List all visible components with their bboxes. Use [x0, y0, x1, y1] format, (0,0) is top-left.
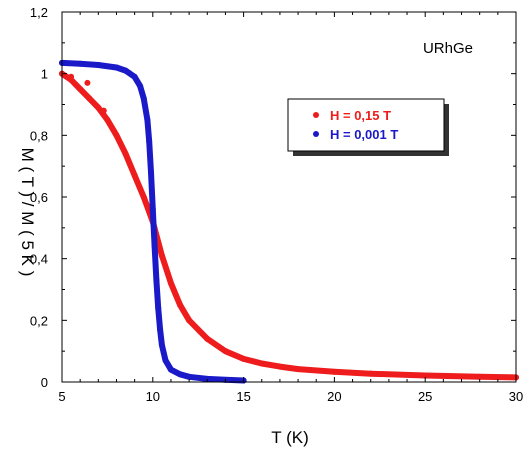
y-tick-label: 0,2	[30, 313, 48, 328]
data-point	[158, 252, 165, 259]
x-tick-label: 20	[327, 389, 341, 404]
y-tick-label: 0,6	[30, 190, 48, 205]
data-point	[95, 104, 102, 111]
data-point	[276, 363, 283, 370]
legend-marker-h015	[313, 112, 319, 118]
data-point	[104, 116, 111, 123]
data-point	[367, 370, 374, 377]
data-point	[476, 373, 483, 380]
data-point	[153, 277, 160, 284]
x-tick-label: 10	[146, 389, 160, 404]
data-point	[140, 95, 147, 102]
legend: H = 0,15 T H = 0,001 T	[287, 98, 449, 156]
y-tick-label: 1	[41, 67, 48, 82]
data-point	[157, 326, 164, 333]
data-point	[204, 335, 211, 342]
data-point	[177, 301, 184, 308]
data-point-outlier	[100, 107, 107, 114]
x-tick-label: 30	[509, 389, 523, 404]
data-point	[162, 357, 169, 364]
data-point	[186, 373, 193, 380]
data-point	[158, 342, 165, 348]
data-point	[140, 194, 147, 200]
data-point-outlier	[68, 73, 75, 80]
data-point	[86, 95, 93, 102]
legend-box	[287, 98, 445, 152]
data-point	[113, 64, 120, 71]
data-point	[77, 60, 84, 67]
y-axis-label: M ( T ) / M ( 5 K )	[18, 148, 37, 277]
data-point	[295, 366, 302, 373]
legend-label-h015: H = 0,15 T	[330, 108, 391, 123]
data-point	[155, 305, 162, 311]
labels: 5 10 15 20 25 30 0 0,2 0,4 0,6 0,8 1 1,2	[30, 5, 523, 404]
data-point	[149, 206, 156, 213]
data-point	[331, 368, 338, 375]
data-point	[258, 360, 265, 367]
y-tick-label: 0	[41, 375, 48, 390]
data-point	[122, 150, 129, 157]
data-point	[186, 317, 193, 324]
data-point	[131, 73, 138, 80]
legend-label-h0001: H = 0,001 T	[330, 127, 398, 142]
data-point	[222, 348, 229, 355]
data-point	[204, 375, 211, 382]
data-point	[177, 371, 184, 378]
data-point	[113, 132, 120, 139]
series-h015	[59, 70, 519, 381]
data-point	[137, 83, 144, 89]
data-point	[151, 243, 158, 250]
data-marks	[59, 59, 519, 384]
data-point	[77, 86, 84, 93]
data-point	[167, 366, 174, 373]
data-point	[144, 116, 151, 123]
y-tick-label: 1,2	[30, 5, 48, 20]
x-axis-label: T (K)	[271, 428, 308, 447]
x-tick-label: 5	[58, 389, 65, 404]
data-point	[95, 62, 102, 69]
data-point	[422, 372, 429, 379]
chart-annotation: URhGe	[423, 40, 473, 57]
x-tick-label: 25	[418, 389, 432, 404]
data-point	[167, 280, 174, 287]
x-tick-label: 15	[236, 389, 250, 404]
data-point	[240, 355, 247, 362]
ticks	[61, 11, 517, 383]
legend-marker-h0001	[313, 131, 319, 137]
data-point	[122, 67, 129, 74]
data-point	[146, 138, 153, 145]
data-point-outlier	[84, 79, 91, 86]
y-tick-label: 0,4	[30, 252, 48, 267]
data-point	[131, 172, 138, 179]
data-point	[147, 169, 154, 176]
y-tick-label: 0,8	[30, 128, 48, 143]
